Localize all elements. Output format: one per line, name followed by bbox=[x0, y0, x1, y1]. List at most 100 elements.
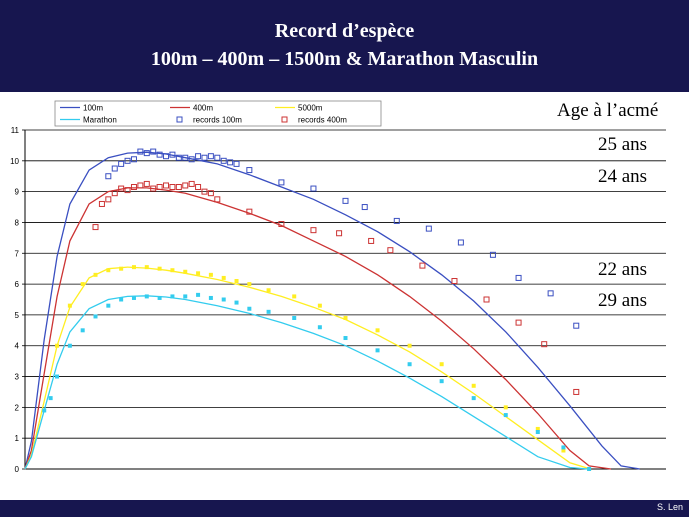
data-point-records-100m bbox=[105, 173, 112, 180]
legend-item-5000m: 5000m bbox=[275, 104, 323, 113]
data-point-marathon-records bbox=[266, 309, 271, 314]
data-point-records-400m bbox=[419, 262, 426, 269]
y-tick-label: 9 bbox=[15, 188, 20, 197]
data-point-records-100m bbox=[124, 157, 131, 164]
series-line-5000m bbox=[24, 266, 591, 470]
data-point-5000m-records bbox=[131, 265, 136, 270]
data-point-records-400m bbox=[105, 196, 112, 203]
annotation-400m-age: 24 ans bbox=[598, 166, 648, 187]
data-point-records-100m bbox=[188, 156, 195, 163]
data-point-records-400m bbox=[541, 341, 548, 348]
data-point-records-100m bbox=[156, 151, 163, 158]
data-point-records-400m bbox=[214, 196, 221, 203]
y-tick-label: 6 bbox=[15, 280, 20, 289]
data-point-marathon-records bbox=[317, 325, 322, 330]
data-point-marathon-records bbox=[503, 413, 508, 418]
data-point-marathon-records bbox=[561, 445, 566, 450]
data-point-records-100m bbox=[310, 185, 317, 192]
data-point-marathon-records bbox=[48, 396, 53, 401]
data-point-records-400m bbox=[98, 200, 105, 207]
legend-label-marathon: Marathon bbox=[83, 116, 117, 125]
data-point-marathon-records bbox=[375, 348, 380, 353]
data-point-records-400m bbox=[246, 208, 253, 215]
legend-swatch-records-100m bbox=[176, 116, 183, 123]
data-point-records-400m bbox=[188, 180, 195, 187]
data-point-5000m-records bbox=[170, 268, 175, 273]
data-point-marathon-records bbox=[67, 343, 72, 348]
data-point-records-400m bbox=[143, 180, 150, 187]
data-point-records-400m bbox=[195, 184, 202, 191]
data-point-records-100m bbox=[175, 154, 182, 161]
data-point-5000m-records bbox=[144, 265, 149, 270]
annotation-5000m-age: 22 ans bbox=[598, 259, 648, 280]
data-point-records-100m bbox=[246, 167, 253, 174]
data-point-marathon-records bbox=[407, 362, 412, 367]
annotation-marathon-age: 29 ans bbox=[598, 290, 648, 311]
data-point-5000m-records bbox=[93, 272, 98, 277]
data-point-records-100m bbox=[220, 157, 227, 164]
data-point-records-100m bbox=[130, 156, 137, 163]
data-point-marathon-records bbox=[292, 315, 297, 320]
data-point-marathon-records bbox=[93, 314, 98, 319]
data-point-records-100m bbox=[361, 204, 368, 211]
data-point-records-400m bbox=[451, 278, 458, 285]
legend-item-400m: 400m bbox=[170, 104, 213, 113]
legend-label-records-100m: records 100m bbox=[193, 116, 242, 125]
gridlines bbox=[25, 129, 666, 439]
data-point-records-100m bbox=[201, 154, 208, 161]
data-point-records-400m bbox=[201, 188, 208, 195]
y-tick-label: 0 bbox=[15, 465, 20, 474]
data-point-records-100m bbox=[233, 160, 240, 167]
data-point-records-100m bbox=[150, 148, 157, 155]
author-credit: S. Len bbox=[656, 502, 683, 512]
data-point-records-100m bbox=[182, 154, 189, 161]
data-point-5000m-records bbox=[196, 271, 201, 276]
data-point-marathon-records bbox=[587, 467, 592, 471]
data-point-records-400m bbox=[130, 184, 137, 191]
data-point-records-100m bbox=[573, 322, 580, 329]
data-point-records-400m bbox=[118, 185, 125, 192]
data-point-5000m-records bbox=[247, 282, 252, 287]
data-point-records-100m bbox=[547, 290, 554, 297]
data-point-records-100m bbox=[118, 160, 125, 167]
data-point-marathon-records bbox=[42, 408, 47, 413]
data-point-records-400m bbox=[124, 187, 131, 194]
data-point-records-400m bbox=[368, 237, 375, 244]
data-point-5000m-records bbox=[439, 362, 444, 367]
record-curves-chart: 0 1 2 3 4 5 6 7 8 9 10 11 100m 400m 5000m Marathon … bbox=[10, 100, 666, 474]
data-point-records-400m bbox=[182, 182, 189, 189]
data-point-records-100m bbox=[515, 274, 522, 281]
data-point-5000m-records bbox=[471, 383, 476, 388]
data-point-records-100m bbox=[425, 225, 432, 232]
data-point-records-100m bbox=[278, 179, 285, 186]
data-point-marathon-records bbox=[131, 295, 136, 300]
data-point-5000m-records bbox=[407, 343, 412, 348]
data-point-records-400m bbox=[163, 182, 170, 189]
series-line-100m bbox=[24, 151, 640, 470]
data-point-marathon-records bbox=[439, 379, 444, 384]
data-point-marathon-records bbox=[106, 303, 111, 308]
legend-item-records-400m: records 400m bbox=[281, 116, 347, 125]
data-point-marathon-records bbox=[234, 300, 239, 305]
series-lines bbox=[24, 151, 640, 470]
legend-label-100m: 100m bbox=[83, 104, 103, 113]
data-point-records-400m bbox=[175, 184, 182, 191]
data-point-records-400m bbox=[137, 182, 144, 189]
data-point-records-100m bbox=[214, 154, 221, 161]
data-point-records-400m bbox=[156, 184, 163, 191]
data-point-marathon-records bbox=[170, 294, 175, 299]
y-tick-labels: 0 1 2 3 4 5 6 7 8 9 10 11 bbox=[10, 126, 25, 474]
data-point-marathon-records bbox=[80, 328, 85, 333]
legend-label-5000m: 5000m bbox=[298, 104, 323, 113]
data-point-5000m-records bbox=[317, 303, 322, 308]
data-point-records-100m bbox=[163, 153, 170, 160]
y-tick-label: 3 bbox=[15, 373, 20, 382]
data-point-marathon-records bbox=[535, 430, 540, 435]
data-point-records-400m bbox=[336, 230, 343, 237]
data-point-marathon-records bbox=[247, 306, 252, 311]
annotation-heading: Age à l’acmé bbox=[557, 100, 659, 121]
slide-header: Record d’espèce 100m – 400m – 1500m & Ma… bbox=[0, 0, 689, 92]
data-point-records-400m bbox=[169, 184, 176, 191]
data-point-records-400m bbox=[92, 224, 99, 231]
chart-legend: 100m 400m 5000m Marathon records 100m re… bbox=[54, 100, 382, 127]
